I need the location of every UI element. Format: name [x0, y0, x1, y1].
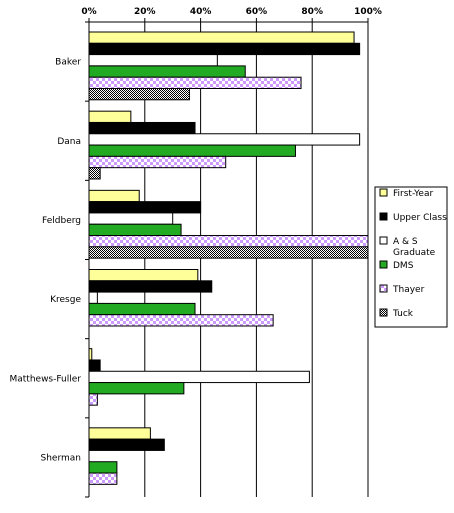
- bar: [88, 31, 355, 44]
- bar: [88, 370, 310, 384]
- legend-swatch: [379, 260, 388, 269]
- bar: [88, 382, 185, 395]
- bar: [88, 235, 369, 248]
- bar: [88, 212, 174, 225]
- legend-label: DMS: [393, 261, 414, 271]
- bar: [88, 42, 361, 56]
- bar: [88, 314, 274, 327]
- bar: [88, 359, 101, 372]
- bar: [88, 291, 98, 304]
- legend-label-line2: Graduate: [393, 248, 436, 258]
- bar: [88, 65, 246, 78]
- bar: [88, 269, 199, 282]
- x-tick-label: 100%: [354, 7, 382, 17]
- bar: [88, 167, 101, 180]
- bar: [88, 223, 182, 237]
- bar: [88, 393, 98, 406]
- legend-label: Tuck: [392, 309, 414, 319]
- legend-label: A & S: [393, 237, 418, 247]
- x-tick-label: 40%: [190, 7, 212, 17]
- bar: [88, 246, 369, 259]
- bar: [88, 110, 132, 123]
- legend-swatch: [379, 188, 388, 197]
- bar: [88, 302, 196, 316]
- bar: [88, 144, 296, 157]
- legend-label: Thayer: [392, 285, 425, 295]
- category-label: Dana: [57, 137, 81, 147]
- bar: [88, 155, 227, 169]
- axes: 0% 20% 40% 60% 80% 100% Baker Dana Feldberg Kresg…: [9, 7, 382, 498]
- legend-swatch: [379, 212, 388, 221]
- legend-label: First-Year: [393, 189, 433, 199]
- bar: [88, 88, 190, 101]
- bar: [88, 133, 361, 146]
- bar: [88, 54, 218, 67]
- bar: [88, 438, 165, 451]
- bars: [88, 31, 369, 485]
- bar: [88, 280, 213, 293]
- x-tick-label: 0%: [81, 7, 96, 17]
- x-tick-label: 60%: [246, 7, 268, 17]
- category-label: Matthews-Fuller: [9, 374, 81, 384]
- legend-swatch: [379, 284, 388, 293]
- x-tick-label: 80%: [301, 7, 323, 17]
- bar: [88, 121, 196, 135]
- bar: [88, 472, 118, 485]
- bar: [88, 189, 140, 203]
- legend-swatch: [379, 308, 388, 317]
- legend-label: Upper Class: [393, 213, 447, 223]
- x-tick-label: 20%: [134, 7, 156, 17]
- bar: [88, 76, 302, 89]
- category-label: Kresge: [50, 295, 81, 305]
- category-label: Feldberg: [42, 216, 81, 226]
- bar: [88, 461, 118, 474]
- legend-swatch: [379, 236, 388, 245]
- legend-box: [374, 186, 448, 328]
- category-label: Baker: [55, 58, 81, 68]
- bar: [88, 201, 202, 214]
- category-label: Sherman: [41, 453, 81, 463]
- bar: [88, 427, 151, 440]
- gridlines: [144, 22, 369, 497]
